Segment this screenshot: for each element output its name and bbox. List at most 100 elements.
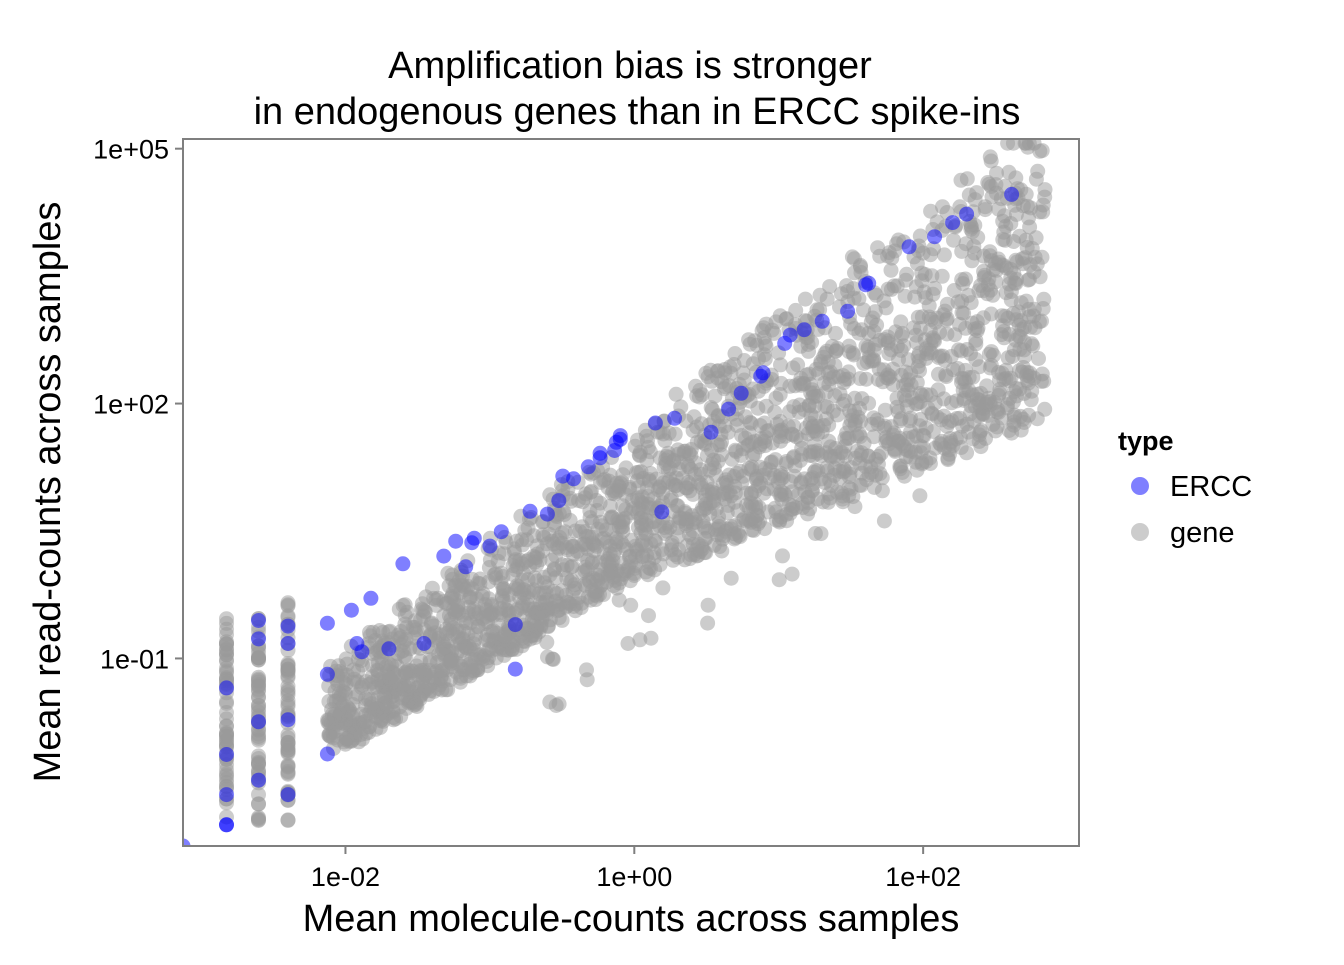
gene-point xyxy=(429,663,445,679)
gene-point xyxy=(773,424,789,440)
gene-point xyxy=(742,414,758,430)
gene-point xyxy=(708,501,724,517)
gene-point xyxy=(775,548,790,564)
ercc-point xyxy=(354,644,370,660)
gene-point xyxy=(773,375,789,391)
gene-point xyxy=(655,485,671,501)
ercc-point xyxy=(539,506,555,522)
gene-point xyxy=(846,290,862,306)
plot-panel-border xyxy=(182,138,1080,847)
gene-point xyxy=(740,438,756,454)
gene-point xyxy=(847,403,862,419)
ercc-point xyxy=(507,617,523,633)
gene-point xyxy=(771,572,787,588)
gene-point xyxy=(386,712,401,728)
ercc-points-layer xyxy=(183,186,1020,846)
gene-point xyxy=(893,367,909,383)
gene-point xyxy=(327,707,343,723)
ercc-point xyxy=(1004,186,1020,202)
gene-point xyxy=(339,656,355,672)
gene-point xyxy=(1034,143,1050,159)
gene-point xyxy=(1018,293,1034,309)
gene-point xyxy=(924,406,940,422)
x-tick-label: 1e+00 xyxy=(596,862,672,892)
gene-point xyxy=(685,523,701,539)
gene-point xyxy=(907,444,923,460)
gene-point xyxy=(812,302,828,318)
gene-point xyxy=(455,662,471,678)
gene-point xyxy=(601,473,617,489)
gene-point xyxy=(697,520,713,536)
gene-point xyxy=(551,540,567,556)
ercc-point xyxy=(721,401,737,417)
gene-point xyxy=(876,513,892,529)
gene-point xyxy=(900,430,915,446)
gene-point xyxy=(903,377,919,393)
gene-point xyxy=(805,389,821,405)
ercc-point xyxy=(580,459,596,475)
gene-point xyxy=(707,388,723,404)
gene-point xyxy=(748,500,764,516)
gene-point xyxy=(786,449,802,465)
gene-point xyxy=(866,429,882,445)
gene-point xyxy=(579,672,595,688)
gene-point xyxy=(869,412,885,428)
gene-point xyxy=(1032,204,1048,220)
gene-point xyxy=(599,534,615,550)
y-axis: 1e-01 1e+02 1e+05 xyxy=(93,135,183,674)
gene-point xyxy=(996,330,1012,346)
gene-point xyxy=(345,706,361,722)
gene-point xyxy=(727,346,743,361)
gene-point xyxy=(613,534,629,550)
gene-point xyxy=(971,408,987,424)
gene-point xyxy=(387,653,403,669)
gene-point xyxy=(921,309,937,325)
gene-point xyxy=(481,560,497,575)
gene-point xyxy=(1021,407,1037,423)
gene-point xyxy=(565,546,581,562)
gene-point xyxy=(1037,182,1053,198)
gene-point xyxy=(611,592,627,608)
gene-point xyxy=(589,503,605,518)
ercc-point xyxy=(458,559,474,575)
ercc-point xyxy=(280,787,296,803)
gene-point xyxy=(793,432,809,448)
gene-point xyxy=(697,493,713,509)
y-tick-label: 1e+02 xyxy=(93,390,169,420)
legend-item-gene: gene xyxy=(1131,517,1235,549)
gene-point xyxy=(391,601,407,617)
gene-point xyxy=(496,628,512,644)
gene-point xyxy=(535,543,551,559)
gene-point xyxy=(797,291,813,307)
gene-point xyxy=(563,493,579,509)
gene-point xyxy=(1004,425,1020,441)
gene-point xyxy=(965,431,981,447)
gene-point xyxy=(883,262,899,278)
ercc-point xyxy=(482,538,498,554)
gene-point xyxy=(479,608,495,624)
gene-point xyxy=(846,321,862,336)
ercc-point xyxy=(395,556,411,572)
gene-point xyxy=(551,610,567,626)
gene-point xyxy=(398,631,414,647)
gene-point xyxy=(741,512,757,528)
x-axis: 1e-02 1e+00 1e+02 xyxy=(311,846,961,892)
gene-point xyxy=(832,386,848,402)
gene-point xyxy=(507,581,523,597)
gene-point xyxy=(982,149,998,165)
gene-point xyxy=(912,228,928,244)
gene-point xyxy=(952,316,967,332)
ercc-point xyxy=(363,590,379,606)
ercc-point xyxy=(436,548,452,564)
ercc-point xyxy=(319,746,335,762)
gene-point xyxy=(681,459,696,475)
gene-point xyxy=(936,408,952,424)
ercc-point xyxy=(861,275,877,291)
gene-point xyxy=(219,694,234,710)
gene-point xyxy=(470,618,486,634)
ercc-point xyxy=(280,712,296,728)
gene-point xyxy=(219,641,234,657)
gene-point xyxy=(605,510,621,526)
gene-point xyxy=(479,653,495,669)
gene-point xyxy=(878,430,894,445)
